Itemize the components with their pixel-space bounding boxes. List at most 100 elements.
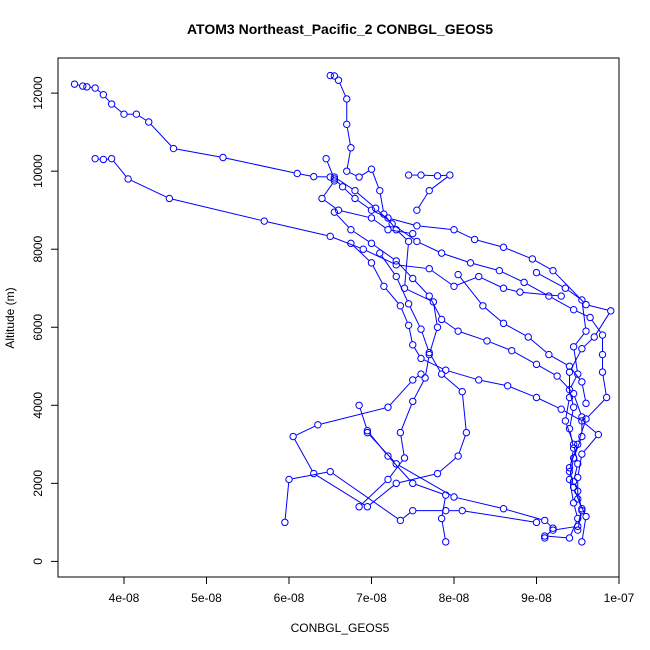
data-point xyxy=(574,522,582,530)
data-point xyxy=(404,237,413,246)
data-point xyxy=(404,321,413,330)
series-segment xyxy=(591,320,601,333)
data-point xyxy=(347,239,355,248)
series-segment xyxy=(372,172,379,188)
data-point xyxy=(541,532,549,540)
data-point xyxy=(338,183,347,191)
data-point xyxy=(524,333,532,341)
series-segment xyxy=(462,395,467,430)
series-segment xyxy=(523,291,558,297)
data-point xyxy=(83,83,91,91)
data-point xyxy=(219,153,227,162)
y-tick-label: 8000 xyxy=(31,236,45,263)
data-point xyxy=(326,173,334,181)
y-tick-label: 4000 xyxy=(31,392,45,419)
data-point xyxy=(495,266,504,275)
data-point xyxy=(565,425,574,433)
y-tick-label: 2000 xyxy=(31,470,45,497)
data-point xyxy=(91,84,99,92)
data-point xyxy=(392,460,400,468)
data-point xyxy=(565,362,574,370)
data-point xyxy=(392,257,400,265)
data-point xyxy=(433,323,442,331)
data-point xyxy=(578,345,586,353)
series-segment xyxy=(372,265,383,284)
data-point xyxy=(532,518,541,527)
series-segment xyxy=(429,330,437,352)
series-segment xyxy=(366,250,394,264)
data-point xyxy=(409,341,417,349)
data-point xyxy=(145,118,153,126)
data-point xyxy=(549,526,557,534)
series-segment xyxy=(97,89,101,93)
data-point xyxy=(417,325,425,333)
series-segment xyxy=(300,173,311,177)
data-point xyxy=(355,401,363,410)
data-point xyxy=(355,503,363,511)
series-segment xyxy=(398,231,407,240)
series-segment xyxy=(359,408,367,428)
data-point xyxy=(107,100,116,108)
series-segment xyxy=(400,435,405,455)
data-point xyxy=(367,214,376,222)
data-point xyxy=(437,514,446,523)
data-point xyxy=(285,475,293,484)
data-point xyxy=(586,313,594,322)
data-point xyxy=(355,173,363,181)
series-segment xyxy=(361,170,369,176)
data-point xyxy=(557,405,565,413)
y-axis-label: Altitude (m) xyxy=(3,287,17,348)
series-segment xyxy=(539,365,555,375)
series-segment xyxy=(131,180,167,198)
data-point xyxy=(425,292,433,300)
y-tick-label: 0 xyxy=(31,558,45,565)
data-point xyxy=(347,225,355,234)
series-segment xyxy=(530,338,547,353)
series-segment xyxy=(502,271,522,282)
series-segment xyxy=(414,280,428,294)
series-segment xyxy=(399,264,426,269)
series-segment xyxy=(457,497,501,509)
series-segment xyxy=(333,237,361,249)
series-segment xyxy=(564,410,580,420)
data-point xyxy=(499,319,508,328)
data-point xyxy=(433,172,442,180)
series-segment xyxy=(402,512,411,519)
series-segment xyxy=(433,305,438,324)
series-segment xyxy=(385,216,395,228)
series-segment xyxy=(444,321,456,330)
series-segment xyxy=(430,298,441,317)
data-point xyxy=(392,272,400,281)
series-segment xyxy=(581,303,587,328)
data-point xyxy=(413,222,421,230)
data-point xyxy=(396,302,405,310)
data-point xyxy=(565,475,574,484)
data-point xyxy=(545,350,553,359)
data-point xyxy=(569,403,578,411)
series-segment xyxy=(565,400,570,418)
series xyxy=(289,249,471,511)
data-point xyxy=(532,360,541,369)
chart-title: ATOM3 Northeast_Pacific_2 CONBGL_GEOS5 xyxy=(187,21,493,37)
series-segment xyxy=(353,231,369,242)
series xyxy=(330,173,611,534)
data-point xyxy=(442,538,450,546)
data-point xyxy=(574,370,582,378)
series-segment xyxy=(344,188,353,197)
data-point xyxy=(425,265,433,273)
data-point xyxy=(450,282,458,290)
series-segment xyxy=(548,535,567,539)
series-segment xyxy=(421,332,429,350)
data-point xyxy=(553,372,561,380)
data-point xyxy=(384,225,392,234)
data-point xyxy=(508,346,516,355)
data-point xyxy=(107,154,116,163)
data-point xyxy=(371,204,380,212)
data-point xyxy=(499,505,508,513)
data-point xyxy=(549,266,557,275)
data-point xyxy=(351,194,359,203)
series xyxy=(404,171,454,214)
x-axis: 4e-08 5e-08 6e-08 7e-08 8e-08 9e-08 1e-07 xyxy=(109,576,635,605)
data-point xyxy=(602,393,611,402)
series-segment xyxy=(595,313,610,335)
